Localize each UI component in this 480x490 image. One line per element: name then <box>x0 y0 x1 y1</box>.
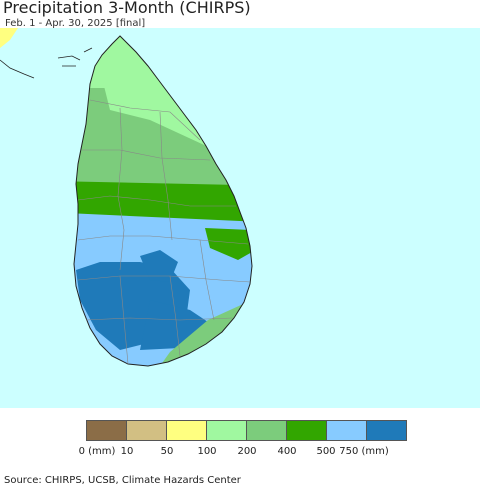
island-outline <box>73 35 253 367</box>
legend-label: 100 <box>197 446 217 457</box>
precipitation-map <box>0 28 253 367</box>
legend-swatch <box>287 421 327 440</box>
legend-swatch <box>127 421 167 440</box>
legend-labels: 0 (mm) 10 50 100 200 400 500 750 (mm) <box>0 446 480 460</box>
legend-swatch <box>87 421 127 440</box>
legend-swatch <box>247 421 287 440</box>
legend-swatch <box>367 421 406 440</box>
legend-label: 0 (mm) <box>78 446 116 457</box>
india-coast-fill <box>0 28 18 48</box>
map-area <box>0 28 480 408</box>
india-coast-line <box>0 59 35 79</box>
legend-swatch <box>207 421 247 440</box>
legend-label: 200 <box>237 446 257 457</box>
island-precip-bands <box>74 36 252 366</box>
district-boundaries <box>77 99 251 365</box>
legend-label: 10 <box>120 446 134 457</box>
legend-label: 750 (mm) <box>339 446 389 457</box>
legend-swatch <box>167 421 207 440</box>
legend-label: 400 <box>277 446 297 457</box>
legend-label: 50 <box>160 446 174 457</box>
legend-label: 500 <box>316 446 336 457</box>
source-credit: Source: CHIRPS, UCSB, Climate Hazards Ce… <box>4 475 241 486</box>
map-subtitle: Feb. 1 - Apr. 30, 2025 [final] <box>5 18 146 29</box>
map-title: Precipitation 3-Month (CHIRPS) <box>3 0 251 17</box>
small-islands <box>57 47 93 67</box>
legend-swatch <box>327 421 367 440</box>
legend-bar <box>86 420 407 441</box>
